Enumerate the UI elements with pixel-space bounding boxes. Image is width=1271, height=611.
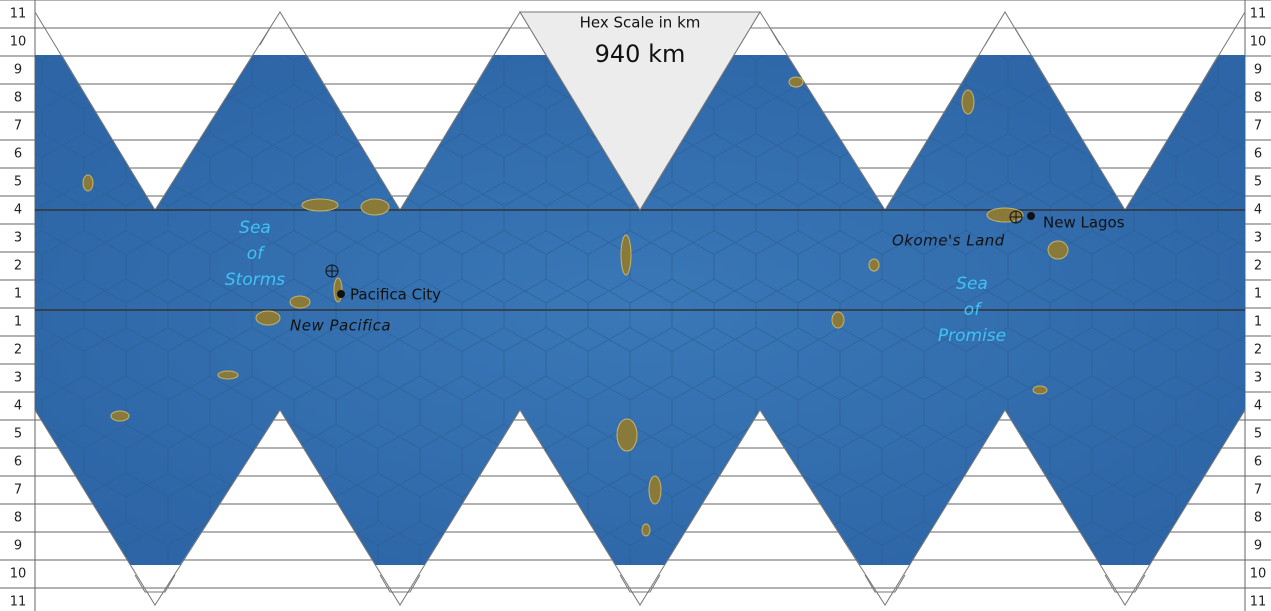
row-label: 11 <box>1250 595 1267 610</box>
row-label: 10 <box>10 35 27 50</box>
sea-label: Sea <box>956 274 988 294</box>
row-label: 3 <box>1254 231 1262 246</box>
sea-label: Sea <box>239 218 271 238</box>
row-label: 7 <box>1254 483 1262 498</box>
row-label: 6 <box>14 455 22 470</box>
row-label: 1 <box>14 315 22 330</box>
scale-title: Hex Scale in km <box>580 14 701 32</box>
row-label: 9 <box>14 539 22 554</box>
row-label: 9 <box>1254 63 1262 78</box>
scale-value: 940 km <box>595 40 686 68</box>
world-map: Hex Scale in km 940 km Pacifica City New… <box>0 0 1271 611</box>
row-label: 9 <box>14 63 22 78</box>
row-label: 3 <box>14 231 22 246</box>
row-label: 7 <box>14 483 22 498</box>
row-label: 4 <box>14 399 22 414</box>
row-label: 4 <box>1254 399 1262 414</box>
row-label: 7 <box>14 119 22 134</box>
row-label: 5 <box>14 427 22 442</box>
row-label: 10 <box>1250 567 1267 582</box>
row-label: 6 <box>14 147 22 162</box>
sea-label: Promise <box>938 326 1006 346</box>
row-label: 5 <box>1254 175 1262 190</box>
row-label: 6 <box>1254 455 1262 470</box>
region-label: Okome's Land <box>892 232 1005 250</box>
row-label: 10 <box>1250 35 1267 50</box>
city-label: New Lagos <box>1043 214 1125 232</box>
row-label: 1 <box>1254 287 1262 302</box>
sea-label: Storms <box>225 270 285 290</box>
row-label: 1 <box>1254 315 1262 330</box>
row-label: 3 <box>1254 371 1262 386</box>
row-label: 3 <box>14 371 22 386</box>
city-label: Pacifica City <box>350 286 441 304</box>
row-label: 9 <box>1254 539 1262 554</box>
row-label: 11 <box>1250 7 1267 22</box>
row-label: 11 <box>10 595 27 610</box>
row-label: 2 <box>1254 343 1262 358</box>
row-label: 4 <box>1254 203 1262 218</box>
row-label: 8 <box>1254 91 1262 106</box>
row-label: 8 <box>1254 511 1262 526</box>
row-label: 8 <box>14 91 22 106</box>
row-label: 11 <box>10 7 27 22</box>
row-label: 2 <box>1254 259 1262 274</box>
row-label: 2 <box>14 259 22 274</box>
row-label: 2 <box>14 343 22 358</box>
row-label: 8 <box>14 511 22 526</box>
row-label: 5 <box>1254 427 1262 442</box>
region-label: New Pacifica <box>290 317 391 335</box>
row-label: 4 <box>14 203 22 218</box>
row-label: 6 <box>1254 147 1262 162</box>
row-label: 7 <box>1254 119 1262 134</box>
row-label: 10 <box>10 567 27 582</box>
row-label: 1 <box>14 287 22 302</box>
row-label: 5 <box>14 175 22 190</box>
